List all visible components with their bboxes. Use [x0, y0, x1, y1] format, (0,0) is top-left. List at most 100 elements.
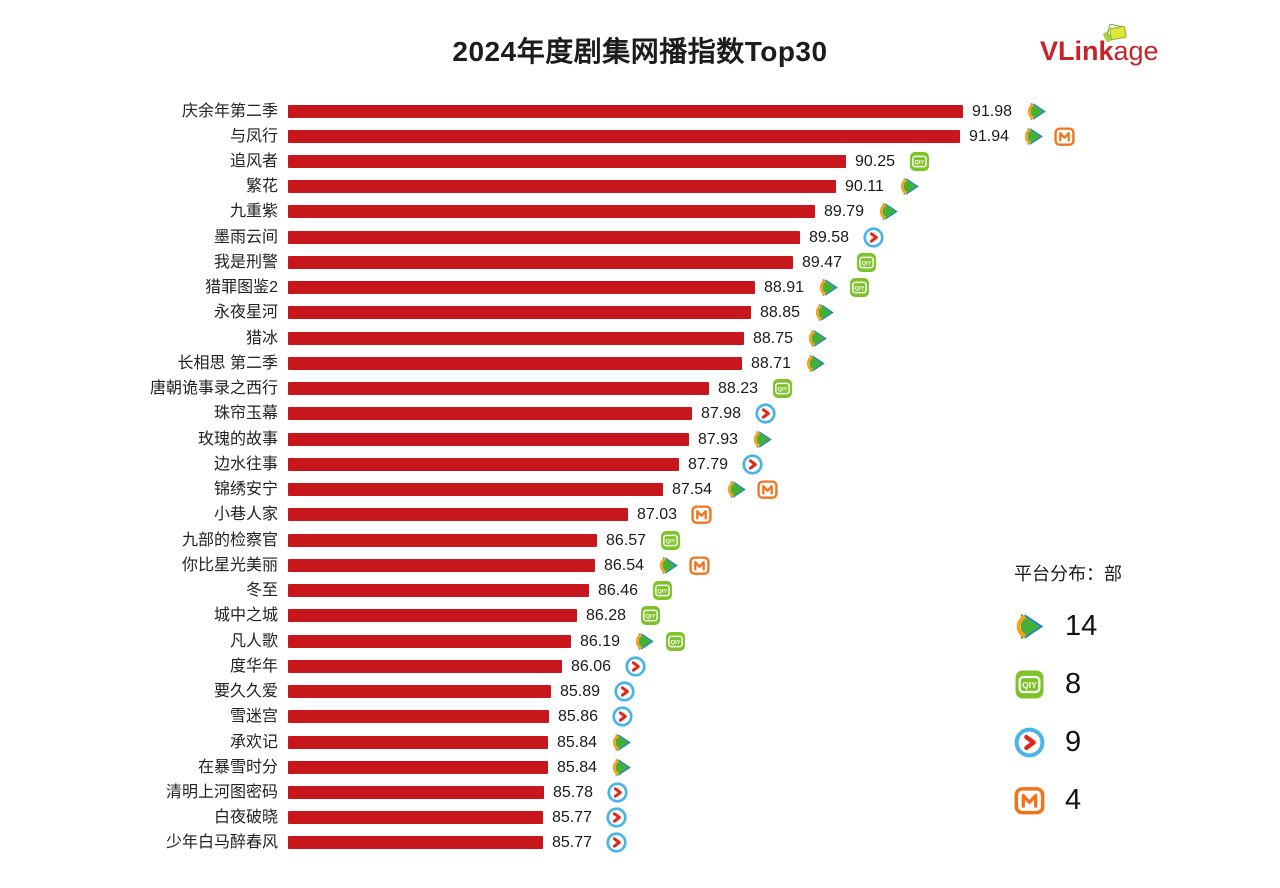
svg-text:QIY: QIY — [666, 539, 676, 545]
tencent-video-icon — [818, 277, 839, 298]
index-bar — [288, 635, 571, 648]
drama-title-label: 承欢记 — [229, 734, 278, 751]
bar-row: 度华年 86.06 — [0, 654, 1280, 679]
tencent-video-icon — [1023, 126, 1044, 147]
index-value: 86.19 — [580, 633, 621, 650]
legend-item: QIY 8 — [1014, 668, 1264, 700]
index-value: 85.77 — [552, 809, 593, 826]
index-bar — [288, 105, 963, 118]
bar-row: 在暴雪时分 85.84 — [0, 755, 1280, 780]
chart-title: 2024年度剧集网播指数Top30 — [452, 36, 828, 67]
bar-row: 追风者 90.25 QIY — [0, 149, 1280, 174]
index-value: 85.78 — [553, 784, 594, 801]
tencent-video-icon — [726, 479, 747, 500]
index-bar — [288, 508, 628, 521]
youku-icon — [612, 706, 633, 727]
youku-icon — [614, 681, 635, 702]
index-bar — [288, 483, 663, 496]
drama-title-label: 要久久爱 — [213, 683, 278, 700]
legend-count: 4 — [1065, 783, 1082, 816]
svg-text:QIY: QIY — [915, 160, 925, 166]
tencent-video-icon — [611, 732, 632, 753]
iqiyi-icon: QIY — [1014, 669, 1045, 700]
drama-title-label: 珠帘玉幕 — [213, 405, 278, 422]
vlinkage-logo-bold-text: VLink — [1040, 36, 1114, 66]
bar-row: 城中之城 86.28 QIY — [0, 603, 1280, 628]
drama-title-label: 玫瑰的故事 — [197, 431, 278, 448]
index-bar — [288, 736, 548, 749]
iqiyi-icon: QIY — [772, 378, 793, 399]
index-value: 87.54 — [672, 481, 713, 498]
legend-title: 平台分布：部 — [1014, 564, 1122, 584]
vlinkage-logo-light-text: age — [1113, 36, 1159, 66]
index-bar — [288, 281, 755, 294]
youku-icon — [606, 832, 627, 853]
bar-row: 长相思 第二季 88.71 — [0, 351, 1280, 376]
mgtv-icon — [691, 504, 712, 525]
youku-icon — [755, 403, 776, 424]
drama-title-label: 少年白马醉春风 — [165, 834, 278, 851]
index-bar — [288, 407, 692, 420]
tencent-video-icon — [611, 757, 632, 778]
drama-title-label: 冬至 — [245, 582, 278, 599]
drama-title-label: 小巷人家 — [213, 506, 278, 523]
index-bar — [288, 180, 836, 193]
index-value: 89.79 — [824, 203, 865, 220]
iqiyi-icon: QIY — [652, 580, 673, 601]
index-bar — [288, 534, 597, 547]
svg-text:QIY: QIY — [646, 614, 656, 620]
bar-row: 繁花 90.11 — [0, 174, 1280, 199]
drama-title-label: 与凤行 — [229, 128, 278, 145]
bar-row: 九重紫 89.79 — [0, 199, 1280, 224]
drama-title-label: 白夜破晓 — [213, 809, 278, 826]
index-value: 86.06 — [571, 658, 612, 675]
index-bar — [288, 685, 551, 698]
index-value: 88.85 — [760, 304, 801, 321]
svg-text:QIY: QIY — [658, 589, 668, 595]
index-bar — [288, 382, 709, 395]
legend-count: 9 — [1065, 725, 1082, 758]
index-bar — [288, 559, 595, 572]
bar-row: 九部的检察官 86.57 QIY — [0, 528, 1280, 553]
index-bar — [288, 761, 548, 774]
drama-title-label: 繁花 — [245, 178, 278, 195]
bar-row: 猎冰 88.75 — [0, 326, 1280, 351]
index-value: 85.84 — [557, 759, 598, 776]
svg-text:QIY: QIY — [1022, 680, 1037, 690]
tencent-video-icon — [752, 429, 773, 450]
youku-icon — [606, 807, 627, 828]
index-bar — [288, 584, 589, 597]
index-value: 86.54 — [604, 557, 645, 574]
svg-text:QIY: QIY — [671, 640, 681, 646]
youku-icon — [742, 454, 763, 475]
bar-row: 猎罪图鉴2 88.91 QIY — [0, 275, 1280, 300]
tencent-video-icon — [805, 353, 826, 374]
drama-title-label: 雪迷宫 — [229, 708, 278, 725]
index-bar — [288, 332, 744, 345]
bar-row: 承欢记 85.84 — [0, 730, 1280, 755]
bar-row: 唐朝诡事录之西行 88.23 QIY — [0, 376, 1280, 401]
index-bar — [288, 609, 577, 622]
index-bar — [288, 256, 793, 269]
mgtv-icon — [1054, 126, 1075, 147]
drama-title-label: 城中之城 — [213, 607, 278, 624]
drama-title-label: 永夜星河 — [213, 304, 278, 321]
iqiyi-icon: QIY — [849, 277, 870, 298]
index-value: 87.79 — [688, 456, 729, 473]
drama-title-label: 墨雨云间 — [213, 229, 278, 246]
index-value: 90.25 — [855, 153, 896, 170]
index-value: 85.77 — [552, 834, 593, 851]
bar-row: 墨雨云间 89.58 — [0, 225, 1280, 250]
index-value: 86.28 — [586, 607, 627, 624]
index-value: 91.94 — [969, 128, 1010, 145]
bar-row: 清明上河图密码 85.78 — [0, 780, 1280, 805]
index-value: 86.46 — [598, 582, 639, 599]
bar-row: 庆余年第二季 91.98 — [0, 99, 1280, 124]
tencent-video-icon — [807, 328, 828, 349]
index-bar — [288, 786, 544, 799]
mgtv-icon — [1014, 785, 1045, 816]
mgtv-icon — [757, 479, 778, 500]
drama-title-label: 长相思 第二季 — [177, 355, 278, 372]
index-bar — [288, 660, 562, 673]
